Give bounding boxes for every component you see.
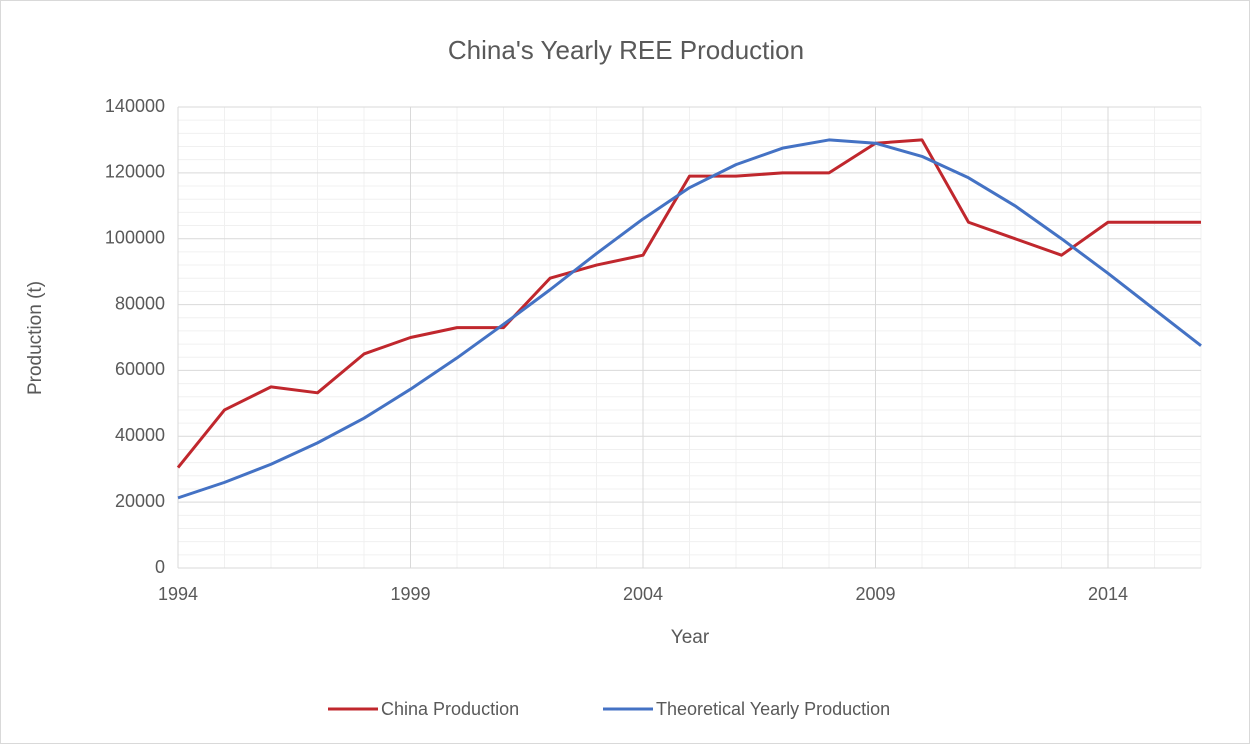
legend-label: China Production: [381, 699, 519, 719]
y-tick-label: 0: [155, 557, 165, 577]
series-line: [176, 138, 1201, 469]
series-line: [177, 138, 1202, 500]
x-tick-label: 1994: [158, 584, 198, 604]
y-tick-label: 60000: [115, 359, 165, 379]
x-tick-label: 2004: [623, 584, 663, 604]
legend-label: Theoretical Yearly Production: [656, 699, 890, 719]
y-tick-label: 20000: [115, 491, 165, 511]
y-tick-label: 100000: [105, 227, 165, 247]
x-tick-label: 1999: [390, 584, 430, 604]
y-tick-label: 120000: [105, 162, 165, 182]
y-tick-label: 140000: [105, 96, 165, 116]
y-tick-label: 40000: [115, 425, 165, 445]
chart-title: China's Yearly REE Production: [448, 35, 804, 65]
x-tick-label: 2009: [855, 584, 895, 604]
x-axis-label: Year: [671, 627, 710, 648]
y-axis-label: Production (t): [25, 281, 46, 395]
y-tick-label: 80000: [115, 293, 165, 313]
x-tick-label: 2014: [1088, 584, 1128, 604]
